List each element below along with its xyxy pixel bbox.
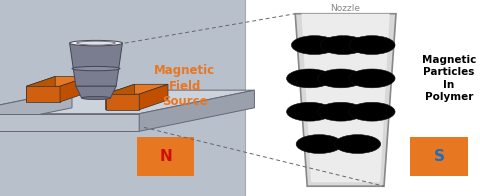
Circle shape [349, 102, 395, 121]
Ellipse shape [72, 66, 120, 71]
Ellipse shape [70, 40, 122, 46]
Circle shape [349, 36, 395, 54]
Bar [0, 0, 245, 196]
Circle shape [335, 135, 381, 153]
Polygon shape [106, 84, 168, 94]
Bar [245, 0, 480, 196]
Text: N: N [159, 149, 172, 164]
Polygon shape [139, 84, 168, 110]
Polygon shape [0, 90, 72, 131]
Polygon shape [0, 90, 254, 114]
Bar [137, 137, 194, 176]
Circle shape [291, 36, 337, 54]
Polygon shape [70, 43, 122, 86]
Circle shape [318, 102, 364, 121]
Ellipse shape [77, 41, 115, 45]
Text: Nozzle: Nozzle [330, 4, 360, 13]
Text: S: S [434, 149, 444, 164]
Polygon shape [139, 90, 254, 131]
Circle shape [287, 69, 333, 88]
Circle shape [296, 135, 342, 153]
Polygon shape [106, 84, 134, 110]
Polygon shape [26, 86, 60, 102]
Polygon shape [0, 114, 139, 131]
Circle shape [349, 69, 395, 88]
Circle shape [318, 69, 364, 88]
Polygon shape [26, 76, 89, 86]
Polygon shape [295, 14, 396, 186]
Circle shape [320, 36, 366, 54]
Circle shape [287, 102, 333, 121]
Bar [410, 137, 468, 176]
Polygon shape [76, 86, 116, 98]
Polygon shape [301, 14, 390, 182]
Text: Magnetic
Field
Source: Magnetic Field Source [154, 64, 216, 108]
Polygon shape [60, 76, 89, 102]
Polygon shape [106, 94, 139, 110]
Text: Magnetic
Particles
In
Polymer: Magnetic Particles In Polymer [421, 55, 476, 102]
Polygon shape [26, 76, 55, 102]
Ellipse shape [82, 96, 110, 100]
